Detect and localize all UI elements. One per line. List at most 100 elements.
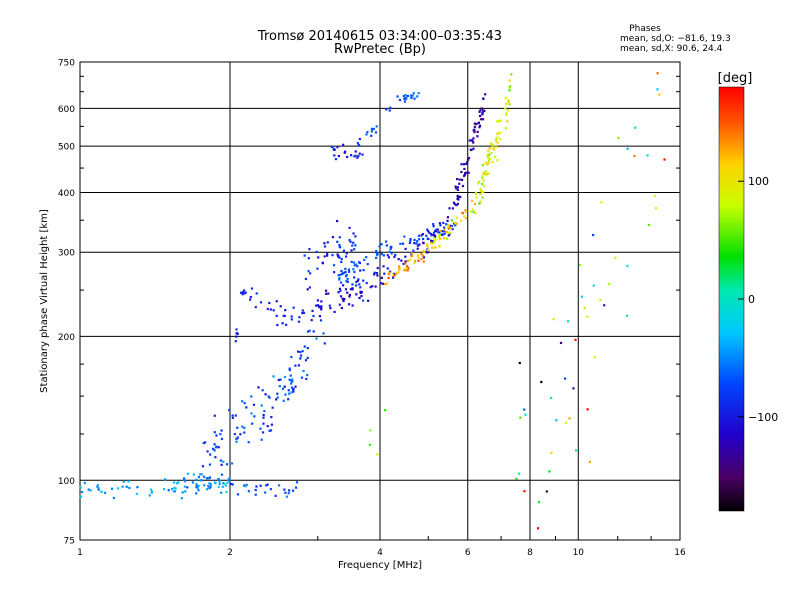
data-point [197, 489, 200, 492]
data-point [290, 355, 293, 359]
data-point [340, 281, 343, 284]
data-point [463, 173, 467, 176]
data-point [504, 127, 507, 130]
data-point [508, 86, 511, 89]
data-point [464, 210, 468, 214]
data-point [484, 93, 487, 96]
data-point [371, 285, 374, 288]
data-point [306, 373, 309, 377]
data-point [487, 153, 491, 156]
data-point [100, 490, 103, 493]
data-point [264, 491, 267, 494]
data-point [339, 295, 343, 298]
data-point [331, 236, 334, 239]
data-point [412, 92, 415, 95]
data-point [473, 125, 476, 128]
data-point [110, 487, 114, 490]
data-point [97, 486, 100, 490]
data-point [474, 211, 477, 215]
data-point [320, 308, 323, 311]
data-point [375, 253, 379, 257]
data-point [496, 159, 499, 162]
data-point [338, 277, 341, 280]
data-point [559, 341, 563, 345]
data-point [434, 238, 437, 241]
data-point [432, 231, 436, 234]
data-point [376, 266, 379, 270]
data-point [253, 415, 256, 418]
data-point [354, 235, 357, 238]
data-point [183, 477, 186, 480]
colorbar-tick-label: −100 [748, 411, 778, 424]
data-point [333, 154, 336, 157]
data-point [465, 171, 468, 174]
data-point [385, 108, 388, 111]
data-point [478, 110, 481, 113]
data-point [481, 164, 484, 167]
data-point [421, 233, 425, 236]
data-point [250, 395, 253, 398]
data-point [270, 423, 273, 426]
data-point [213, 431, 216, 434]
data-point [331, 254, 334, 257]
data-point [365, 133, 368, 136]
data-point [207, 485, 210, 488]
data-point [448, 207, 451, 210]
data-point [174, 487, 177, 490]
data-point [394, 272, 398, 275]
data-point [446, 225, 450, 228]
data-point [389, 106, 392, 109]
data-point [507, 100, 510, 103]
data-point [396, 95, 399, 98]
data-point [505, 102, 508, 106]
data-point [284, 491, 287, 494]
data-point [464, 172, 467, 175]
data-point [164, 478, 167, 481]
data-point [436, 228, 440, 231]
data-point [338, 236, 341, 239]
data-point [478, 202, 481, 205]
data-point [236, 426, 239, 429]
data-point [365, 256, 368, 259]
data-point [213, 414, 216, 417]
data-point [506, 109, 509, 112]
data-point [455, 187, 458, 190]
data-point [443, 226, 446, 229]
data-point [473, 130, 476, 134]
data-point [417, 259, 420, 262]
data-point [219, 459, 223, 462]
data-point [213, 443, 216, 446]
chart-subtitle: RwPretec (Bp) [334, 42, 426, 57]
data-point [440, 233, 443, 236]
data-point [184, 490, 187, 493]
data-point [359, 286, 362, 289]
data-point [176, 482, 179, 485]
data-point [311, 309, 314, 313]
data-point [487, 172, 490, 175]
data-point [199, 473, 202, 476]
data-point [466, 158, 470, 161]
data-point [416, 95, 419, 98]
data-point [283, 385, 286, 388]
data-point [413, 238, 416, 241]
data-point [379, 282, 382, 285]
data-point [438, 231, 441, 234]
data-point [241, 425, 244, 428]
data-point [79, 495, 83, 498]
data-point [430, 242, 434, 245]
data-point [626, 147, 629, 150]
data-point [380, 253, 383, 256]
data-point [393, 255, 396, 258]
data-point [404, 255, 407, 258]
data-point [471, 199, 474, 203]
data-point [270, 416, 273, 419]
data-point [524, 413, 527, 416]
data-point [422, 250, 425, 253]
colorbar-ticks: 100 0 −100 [738, 175, 778, 424]
data-point [346, 155, 349, 159]
data-point [337, 291, 340, 294]
data-point [234, 414, 237, 417]
data-point [263, 410, 266, 413]
data-point [294, 364, 297, 367]
